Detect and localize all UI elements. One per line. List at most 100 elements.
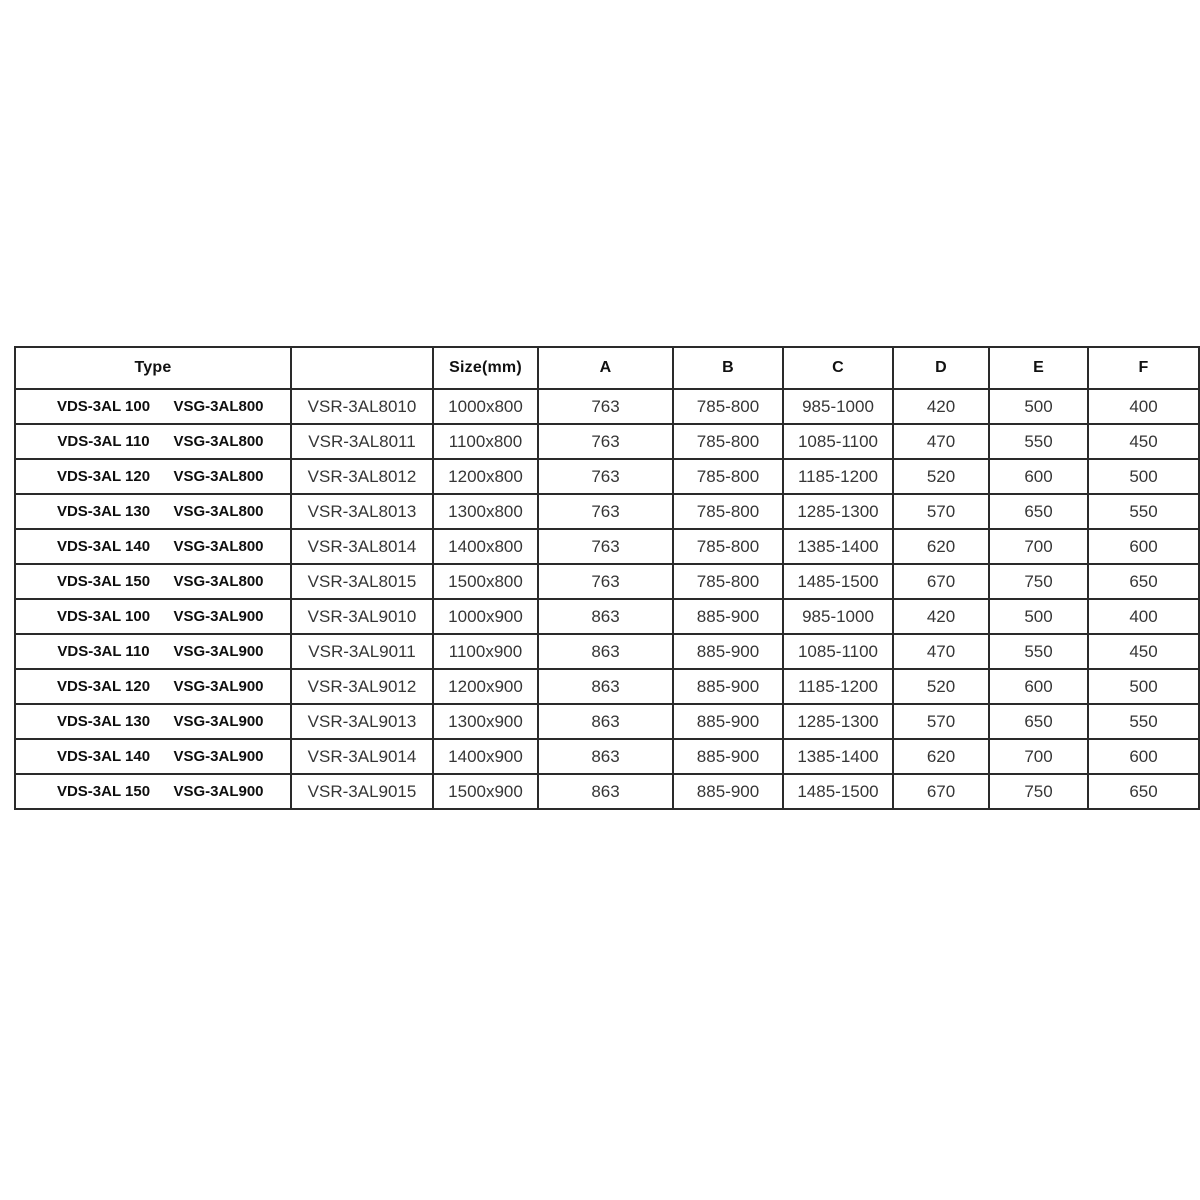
dim-b-cell: 885-900 xyxy=(672,668,784,705)
size-cell: 1500x900 xyxy=(432,773,539,810)
dim-d-cell: 470 xyxy=(892,633,990,670)
model-code-cell: VSR-3AL8012 xyxy=(290,458,434,495)
size-cell: 1000x900 xyxy=(432,598,539,635)
dim-a-cell: 863 xyxy=(537,668,674,705)
type-cell: VDS-3AL 130 VSG-3AL800 xyxy=(14,493,292,530)
dim-e-cell: 700 xyxy=(988,738,1089,775)
dim-e-cell: 600 xyxy=(988,668,1089,705)
dim-f-cell: 550 xyxy=(1087,493,1200,530)
dim-a-cell: 863 xyxy=(537,633,674,670)
type-vds-label: VDS-3AL 100 xyxy=(56,398,151,415)
type-vsg-label: VSG-3AL800 xyxy=(173,538,264,555)
dim-b-cell: 885-900 xyxy=(672,633,784,670)
type-vds-label: VDS-3AL 150 xyxy=(56,573,151,590)
dim-b-cell: 785-800 xyxy=(672,458,784,495)
model-code-cell: VSR-3AL8011 xyxy=(290,423,434,460)
dim-e-cell: 550 xyxy=(988,423,1089,460)
type-vsg-label: VSG-3AL800 xyxy=(173,398,264,415)
dim-e-cell: 650 xyxy=(988,703,1089,740)
model-code-cell: VSR-3AL8010 xyxy=(290,388,434,425)
type-vsg-label: VSG-3AL900 xyxy=(173,678,264,695)
type-cell: VDS-3AL 120 VSG-3AL800 xyxy=(14,458,292,495)
dim-e-cell: 650 xyxy=(988,493,1089,530)
dim-f-cell: 500 xyxy=(1087,668,1200,705)
dim-d-cell: 670 xyxy=(892,563,990,600)
dim-a-cell: 763 xyxy=(537,388,674,425)
dim-b-cell: 885-900 xyxy=(672,703,784,740)
type-vsg-label: VSG-3AL900 xyxy=(173,713,264,730)
dim-b-cell: 785-800 xyxy=(672,528,784,565)
type-cell: VDS-3AL 120 VSG-3AL900 xyxy=(14,668,292,705)
header-d: D xyxy=(892,346,990,390)
type-cell: VDS-3AL 140 VSG-3AL800 xyxy=(14,528,292,565)
type-vsg-label: VSG-3AL900 xyxy=(173,748,264,765)
dim-f-cell: 500 xyxy=(1087,458,1200,495)
model-code-cell: VSR-3AL9015 xyxy=(290,773,434,810)
dim-d-cell: 620 xyxy=(892,528,990,565)
table-row: VDS-3AL 150 VSG-3AL900 VSR-3AL9015 1500x… xyxy=(14,773,1200,810)
size-cell: 1500x800 xyxy=(432,563,539,600)
header-f: F xyxy=(1087,346,1200,390)
type-vds-label: VDS-3AL 140 xyxy=(56,538,151,555)
type-vds-label: VDS-3AL 110 xyxy=(57,643,150,660)
size-cell: 1100x900 xyxy=(432,633,539,670)
type-vds-label: VDS-3AL 130 xyxy=(56,503,151,520)
type-cell: VDS-3AL 140 VSG-3AL900 xyxy=(14,738,292,775)
table-row: VDS-3AL 150 VSG-3AL800 VSR-3AL8015 1500x… xyxy=(14,563,1200,600)
dim-d-cell: 520 xyxy=(892,668,990,705)
dim-a-cell: 763 xyxy=(537,528,674,565)
type-vsg-label: VSG-3AL900 xyxy=(173,643,264,660)
dim-e-cell: 500 xyxy=(988,598,1089,635)
dim-f-cell: 400 xyxy=(1087,598,1200,635)
table-row: VDS-3AL 130 VSG-3AL900 VSR-3AL9013 1300x… xyxy=(14,703,1200,740)
model-code-cell: VSR-3AL9010 xyxy=(290,598,434,635)
size-spec-table: Type Size(mm) A B C D E F VDS-3AL 100 VS… xyxy=(14,346,1200,810)
header-c: C xyxy=(782,346,894,390)
type-cell: VDS-3AL 100 VSG-3AL800 xyxy=(14,388,292,425)
dim-a-cell: 863 xyxy=(537,738,674,775)
model-code-cell: VSR-3AL8015 xyxy=(290,563,434,600)
type-vds-label: VDS-3AL 130 xyxy=(56,713,151,730)
type-vsg-label: VSG-3AL900 xyxy=(173,608,264,625)
dim-c-cell: 1285-1300 xyxy=(782,703,894,740)
size-cell: 1100x800 xyxy=(432,423,539,460)
table-row: VDS-3AL 140 VSG-3AL800 VSR-3AL8014 1400x… xyxy=(14,528,1200,565)
table-row: VDS-3AL 120 VSG-3AL900 VSR-3AL9012 1200x… xyxy=(14,668,1200,705)
table-row: VDS-3AL 110 VSG-3AL800 VSR-3AL8011 1100x… xyxy=(14,423,1200,460)
dim-e-cell: 600 xyxy=(988,458,1089,495)
model-code-cell: VSR-3AL8013 xyxy=(290,493,434,530)
type-cell: VDS-3AL 150 VSG-3AL900 xyxy=(14,773,292,810)
model-code-cell: VSR-3AL9013 xyxy=(290,703,434,740)
type-cell: VDS-3AL 110 VSG-3AL800 xyxy=(14,423,292,460)
dim-f-cell: 650 xyxy=(1087,563,1200,600)
dim-d-cell: 470 xyxy=(892,423,990,460)
dim-b-cell: 885-900 xyxy=(672,598,784,635)
dim-d-cell: 570 xyxy=(892,703,990,740)
type-vds-label: VDS-3AL 110 xyxy=(57,433,150,450)
dim-e-cell: 750 xyxy=(988,773,1089,810)
table-row: VDS-3AL 110 VSG-3AL900 VSR-3AL9011 1100x… xyxy=(14,633,1200,670)
dim-b-cell: 785-800 xyxy=(672,388,784,425)
type-vsg-label: VSG-3AL800 xyxy=(173,468,264,485)
table-body: VDS-3AL 100 VSG-3AL800 VSR-3AL8010 1000x… xyxy=(14,388,1200,810)
dim-c-cell: 1385-1400 xyxy=(782,738,894,775)
dim-c-cell: 1485-1500 xyxy=(782,563,894,600)
model-code-cell: VSR-3AL9011 xyxy=(290,633,434,670)
dim-c-cell: 1085-1100 xyxy=(782,423,894,460)
dim-d-cell: 420 xyxy=(892,388,990,425)
size-cell: 1400x900 xyxy=(432,738,539,775)
table-row: VDS-3AL 120 VSG-3AL800 VSR-3AL8012 1200x… xyxy=(14,458,1200,495)
dim-c-cell: 1385-1400 xyxy=(782,528,894,565)
dim-e-cell: 750 xyxy=(988,563,1089,600)
dim-f-cell: 650 xyxy=(1087,773,1200,810)
header-type: Type xyxy=(14,346,292,390)
type-vsg-label: VSG-3AL800 xyxy=(173,573,264,590)
dim-c-cell: 985-1000 xyxy=(782,598,894,635)
type-vds-label: VDS-3AL 120 xyxy=(56,468,151,485)
dim-c-cell: 1085-1100 xyxy=(782,633,894,670)
dim-c-cell: 1285-1300 xyxy=(782,493,894,530)
dim-c-cell: 1185-1200 xyxy=(782,458,894,495)
type-vds-label: VDS-3AL 150 xyxy=(56,783,151,800)
table-row: VDS-3AL 130 VSG-3AL800 VSR-3AL8013 1300x… xyxy=(14,493,1200,530)
